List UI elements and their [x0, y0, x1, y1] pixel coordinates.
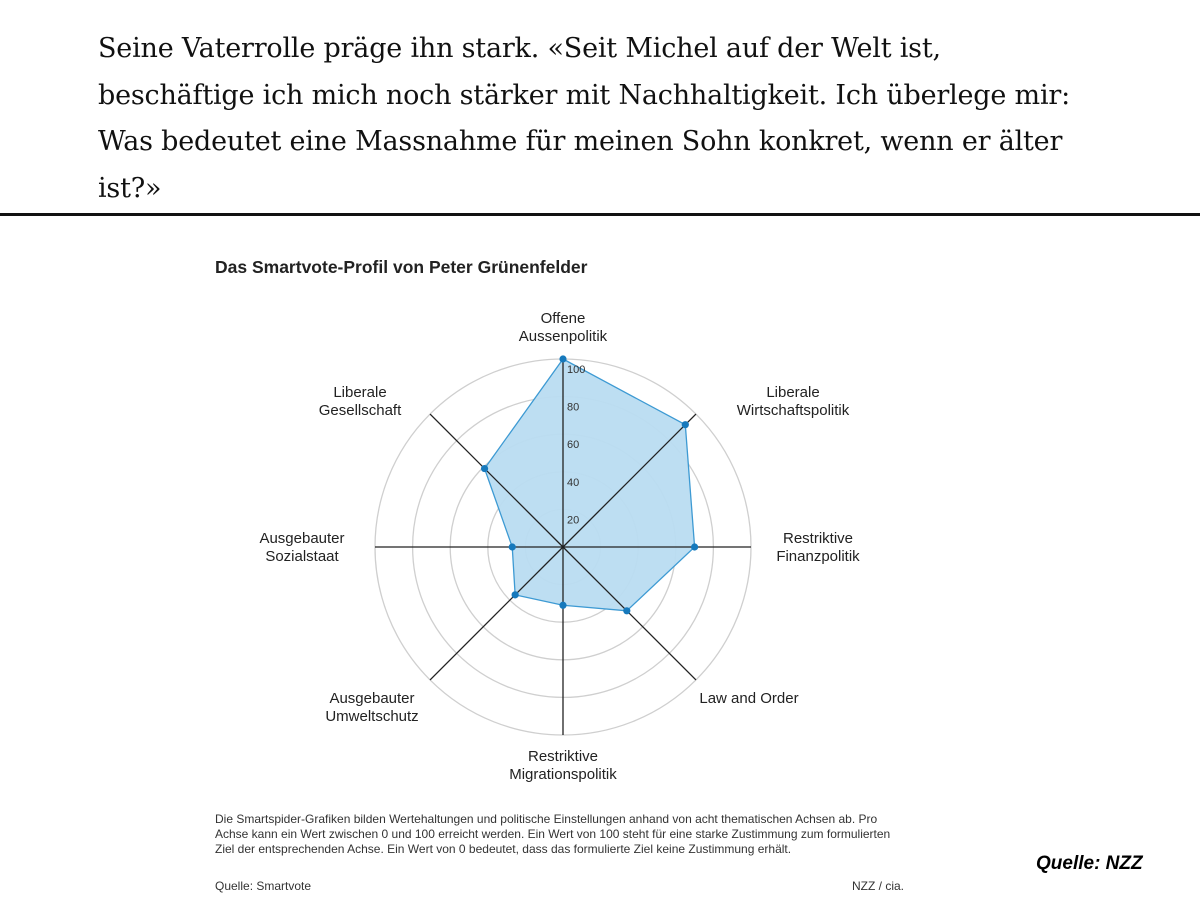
image-credit: Quelle: NZZ [1036, 853, 1143, 874]
tick-label-100: 100 [567, 364, 585, 376]
data-point-8 [480, 464, 489, 473]
axis-line-2 [562, 413, 697, 548]
tick-label-60: 60 [567, 439, 579, 451]
chart-title: Das Smartvote-Profil von Peter Grünenfel… [215, 257, 588, 277]
chart-note: Die Smartspider-Grafiken bilden Wertehal… [215, 812, 891, 856]
radar-axes [375, 359, 751, 735]
tick-label-40: 40 [567, 477, 579, 489]
axis-label-1: Offene Aussenpolitik [518, 310, 608, 345]
data-point-7 [508, 543, 516, 551]
axis-label-3: Restriktive Finanzpolitik [776, 530, 860, 565]
data-point-6 [511, 591, 519, 599]
tick-label-80: 80 [567, 402, 579, 414]
chart-source: Quelle: Smartvote [215, 879, 312, 893]
radar-tick-labels: 20 40 60 80 100 [567, 364, 585, 526]
axis-label-4: Law and Order [699, 690, 799, 707]
axis-line-6 [429, 546, 564, 681]
series-points [480, 355, 699, 615]
section-divider [0, 213, 1200, 216]
tick-label-20: 20 [567, 514, 579, 526]
axis-label-2: Liberale Wirtschaftspolitik [736, 384, 850, 419]
chart-credit: NZZ / cia. [852, 879, 905, 893]
data-point-5 [559, 601, 567, 609]
axis-label-5: Restriktive Migrationspolitik [509, 748, 617, 783]
data-point-3 [691, 543, 699, 551]
axis-line-4 [562, 546, 697, 681]
axis-label-7: Ausgebauter Sozialstaat [259, 530, 345, 565]
axis-label-8: Liberale Gesellschaft [318, 384, 402, 419]
data-point-2 [681, 421, 689, 429]
axis-label-6: Ausgebauter Umweltschutz [325, 690, 419, 725]
data-point-1 [559, 355, 567, 363]
article-quote: Seine Vaterrolle präge ihn stark. «Seit … [98, 33, 1070, 204]
data-point-4 [623, 607, 631, 615]
axis-line-8 [429, 413, 564, 548]
